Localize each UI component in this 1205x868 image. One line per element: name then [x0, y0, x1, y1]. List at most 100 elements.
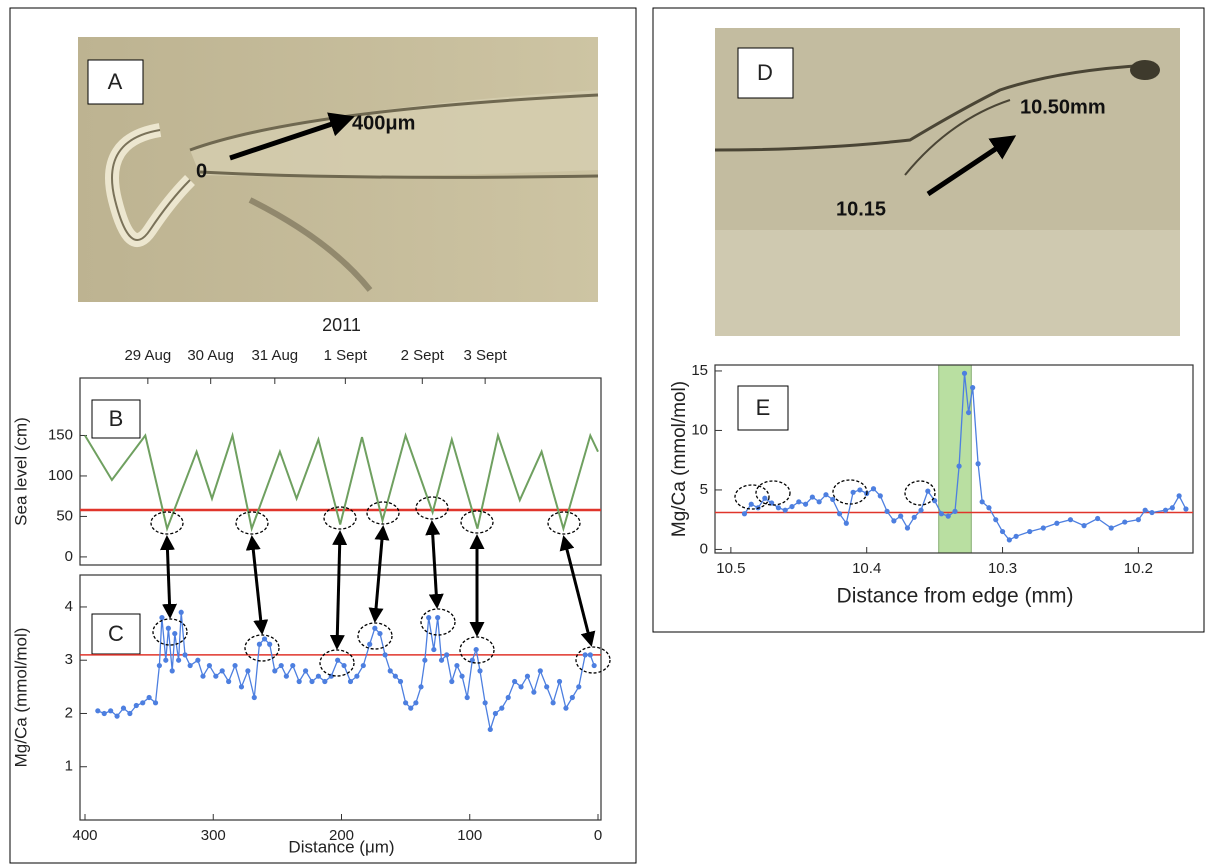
data-point	[965, 409, 972, 416]
data-point	[1027, 528, 1033, 535]
data-point	[133, 702, 139, 709]
data-point	[397, 678, 404, 685]
left-frame	[9, 7, 637, 864]
panel-label-box	[87, 59, 144, 105]
data-point	[159, 615, 165, 621]
data-point	[512, 678, 518, 685]
top-tick-label: 3 Sept	[463, 347, 507, 364]
data-point	[403, 700, 409, 706]
data-point	[870, 486, 877, 492]
data-point	[809, 494, 815, 500]
data-point	[487, 726, 493, 733]
data-point	[1176, 493, 1182, 499]
panel-label: E	[756, 395, 771, 420]
top-axis-title: 2011	[322, 315, 361, 335]
data-point	[418, 684, 424, 690]
data-point	[341, 662, 347, 669]
data-point	[315, 673, 322, 679]
data-point	[178, 609, 184, 615]
y-axis-title: Mg/Ca (mmol/mol)	[11, 628, 30, 768]
data-point	[459, 673, 465, 679]
x-tick-label: 10.5	[716, 560, 745, 577]
data-point	[256, 641, 263, 647]
data-point	[278, 662, 284, 669]
data-point	[952, 508, 958, 514]
data-point	[422, 657, 428, 663]
data-point	[187, 662, 193, 669]
data-point	[563, 705, 569, 711]
data-point	[591, 662, 597, 669]
data-point	[108, 708, 114, 714]
data-point	[518, 684, 524, 690]
data-point	[576, 684, 582, 690]
data-point	[387, 668, 393, 674]
data-point	[469, 657, 475, 663]
panel-label: C	[108, 621, 124, 646]
data-point	[195, 657, 201, 663]
data-point	[999, 528, 1006, 535]
x-axis-title: Distance from edge (mm)	[837, 585, 1074, 608]
data-point	[347, 678, 354, 685]
data-point	[587, 652, 593, 658]
data-point	[435, 615, 441, 621]
data-point	[789, 503, 795, 510]
x-tick-label: 0	[594, 827, 602, 844]
data-point	[1149, 509, 1155, 516]
photo-a	[78, 37, 599, 302]
data-point	[925, 488, 931, 494]
data-point	[823, 492, 829, 498]
data-point	[1162, 507, 1169, 513]
data-point	[1095, 515, 1101, 522]
data-point	[156, 662, 162, 669]
data-point	[309, 678, 315, 685]
data-point	[140, 700, 146, 706]
data-point	[413, 700, 419, 706]
data-point	[146, 694, 152, 701]
data-point	[782, 507, 788, 513]
data-point	[172, 630, 178, 637]
data-point	[741, 511, 748, 517]
y-tick-label: 50	[56, 507, 73, 524]
data-point	[979, 499, 985, 505]
data-point	[206, 662, 213, 669]
data-point	[261, 636, 268, 642]
data-point	[335, 657, 341, 663]
series-line	[84, 431, 599, 533]
data-point	[531, 689, 537, 695]
data-point	[816, 499, 822, 505]
data-point	[219, 668, 225, 674]
y-tick-label: 1	[65, 758, 73, 775]
data-point	[857, 487, 863, 493]
data-point	[176, 657, 182, 663]
highlights	[150, 479, 936, 677]
data-point	[802, 501, 809, 507]
data-point	[556, 678, 563, 685]
data-point	[454, 662, 460, 669]
data-point	[884, 508, 890, 514]
y-tick-label: 100	[48, 467, 73, 484]
data-point	[482, 700, 488, 706]
data-point	[296, 678, 302, 685]
data-point	[898, 513, 904, 519]
data-point	[473, 646, 479, 653]
data-point	[377, 630, 383, 637]
data-point	[101, 710, 107, 717]
data-point	[302, 668, 309, 674]
x-tick-label: 200	[329, 827, 354, 844]
data-point	[1169, 505, 1175, 511]
x-tick-label: 10.4	[852, 560, 881, 577]
data-point	[850, 489, 856, 495]
x-tick-label: 10.3	[988, 560, 1017, 577]
data-point	[918, 507, 924, 513]
data-point	[499, 705, 505, 711]
data-point	[830, 496, 836, 503]
data-point	[524, 673, 531, 679]
y-axis-title: Sea level (cm)	[11, 417, 30, 526]
y-tick-label: 15	[691, 362, 708, 379]
data-point	[354, 673, 360, 679]
data-point	[165, 625, 171, 631]
y-tick-label: 10	[691, 421, 708, 438]
data-point	[464, 694, 470, 701]
top-tick-label: 1 Sept	[324, 347, 368, 364]
data-point	[877, 493, 883, 499]
